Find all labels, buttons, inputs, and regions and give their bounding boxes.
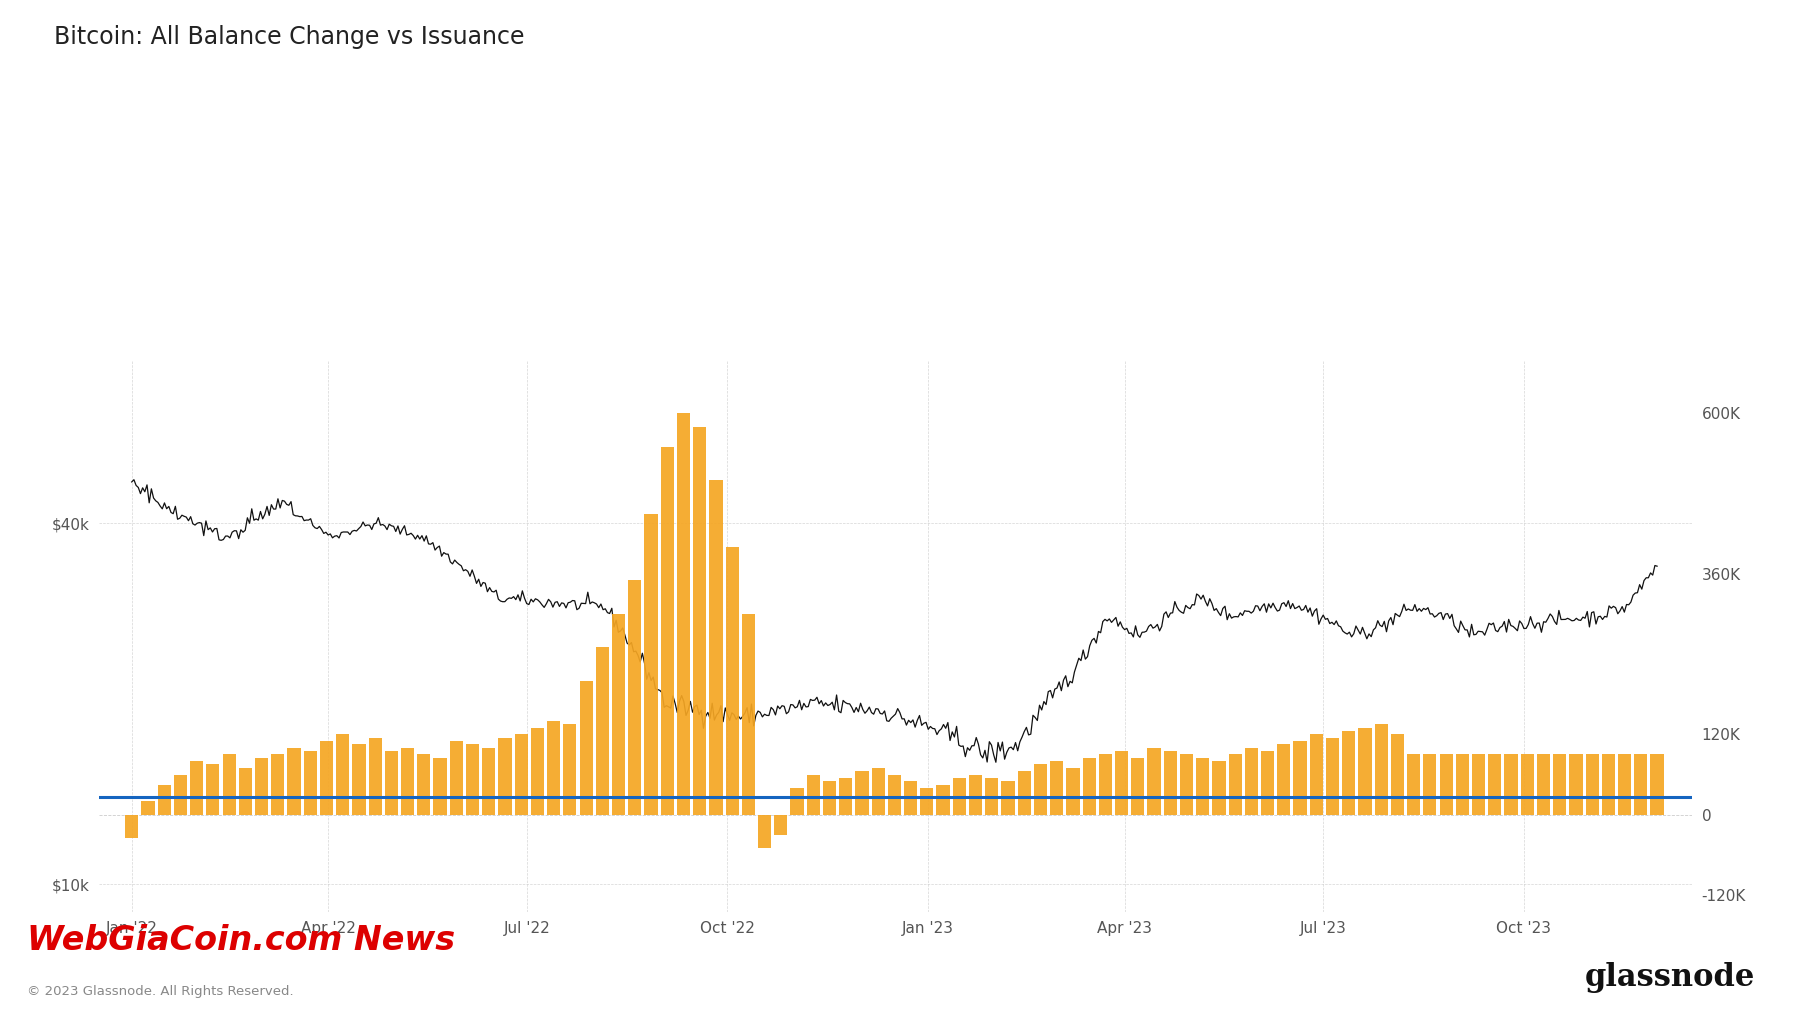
Bar	[968, 775, 983, 814]
Bar	[369, 737, 382, 814]
Bar	[952, 778, 967, 814]
Bar	[790, 788, 803, 814]
Bar	[1505, 755, 1517, 814]
Bar	[1408, 755, 1420, 814]
Bar	[418, 755, 430, 814]
Bar	[725, 547, 738, 814]
Text: glassnode: glassnode	[1584, 961, 1755, 993]
Bar	[1197, 758, 1210, 814]
Bar	[936, 784, 950, 814]
Bar	[596, 647, 608, 814]
Bar	[499, 737, 511, 814]
Bar	[887, 775, 902, 814]
Bar	[1001, 781, 1015, 814]
Bar	[175, 775, 187, 814]
Bar	[547, 721, 560, 814]
Bar	[1098, 755, 1112, 814]
Bar	[709, 480, 722, 814]
Bar	[531, 727, 544, 814]
Bar	[1213, 761, 1226, 814]
Bar	[1130, 758, 1145, 814]
Bar	[434, 758, 446, 814]
Bar	[612, 614, 625, 814]
Bar	[1049, 761, 1064, 814]
Bar	[823, 781, 835, 814]
Bar	[515, 734, 527, 814]
Bar	[985, 778, 999, 814]
Bar	[904, 781, 918, 814]
Bar	[1310, 734, 1323, 814]
Bar	[1229, 755, 1242, 814]
Bar	[1246, 748, 1258, 814]
Bar	[628, 580, 641, 814]
Bar	[1489, 755, 1501, 814]
Text: WebGiaCoin.com News: WebGiaCoin.com News	[27, 924, 455, 957]
Bar	[191, 761, 203, 814]
Bar	[1651, 755, 1663, 814]
Bar	[223, 755, 236, 814]
Bar	[806, 775, 819, 814]
Bar	[466, 745, 479, 814]
Bar	[661, 447, 673, 814]
Bar	[920, 788, 934, 814]
Bar	[142, 801, 155, 814]
Bar	[1082, 758, 1096, 814]
Bar	[272, 755, 284, 814]
Bar	[563, 724, 576, 814]
Bar	[644, 514, 657, 814]
Bar	[1359, 727, 1372, 814]
Bar	[1602, 755, 1615, 814]
Bar	[742, 614, 754, 814]
Bar	[482, 748, 495, 814]
Bar	[1343, 731, 1355, 814]
Bar	[1114, 751, 1129, 814]
Bar	[758, 814, 770, 848]
Bar	[385, 751, 398, 814]
Bar	[1375, 724, 1388, 814]
Bar	[126, 814, 139, 838]
Bar	[1278, 745, 1291, 814]
Bar	[1586, 755, 1598, 814]
Bar	[1537, 755, 1550, 814]
Bar	[401, 748, 414, 814]
Bar	[1456, 755, 1469, 814]
Bar	[1570, 755, 1582, 814]
Bar	[871, 768, 886, 814]
Bar	[1163, 751, 1177, 814]
Bar	[1294, 742, 1307, 814]
Bar	[450, 742, 463, 814]
Bar	[1424, 755, 1436, 814]
Bar	[353, 745, 365, 814]
Bar	[256, 758, 268, 814]
Bar	[158, 784, 171, 814]
Bar	[693, 426, 706, 814]
Bar	[1618, 755, 1631, 814]
Bar	[288, 748, 301, 814]
Bar	[320, 742, 333, 814]
Text: Bitcoin: All Balance Change vs Issuance: Bitcoin: All Balance Change vs Issuance	[54, 25, 524, 50]
Bar	[1033, 765, 1048, 814]
Bar	[1553, 755, 1566, 814]
Bar	[1181, 755, 1193, 814]
Bar	[1327, 737, 1339, 814]
Bar	[207, 765, 220, 814]
Bar	[1634, 755, 1647, 814]
Bar	[774, 814, 787, 835]
Bar	[304, 751, 317, 814]
Text: © 2023 Glassnode. All Rights Reserved.: © 2023 Glassnode. All Rights Reserved.	[27, 985, 293, 998]
Bar	[1017, 771, 1031, 814]
Bar	[1521, 755, 1534, 814]
Bar	[1472, 755, 1485, 814]
Bar	[855, 771, 869, 814]
Bar	[839, 778, 853, 814]
Bar	[1066, 768, 1080, 814]
Bar	[337, 734, 349, 814]
Bar	[1147, 748, 1161, 814]
Bar	[1440, 755, 1453, 814]
Bar	[239, 768, 252, 814]
Bar	[677, 413, 689, 814]
Bar	[580, 681, 592, 814]
Bar	[1391, 734, 1404, 814]
Bar	[1262, 751, 1274, 814]
